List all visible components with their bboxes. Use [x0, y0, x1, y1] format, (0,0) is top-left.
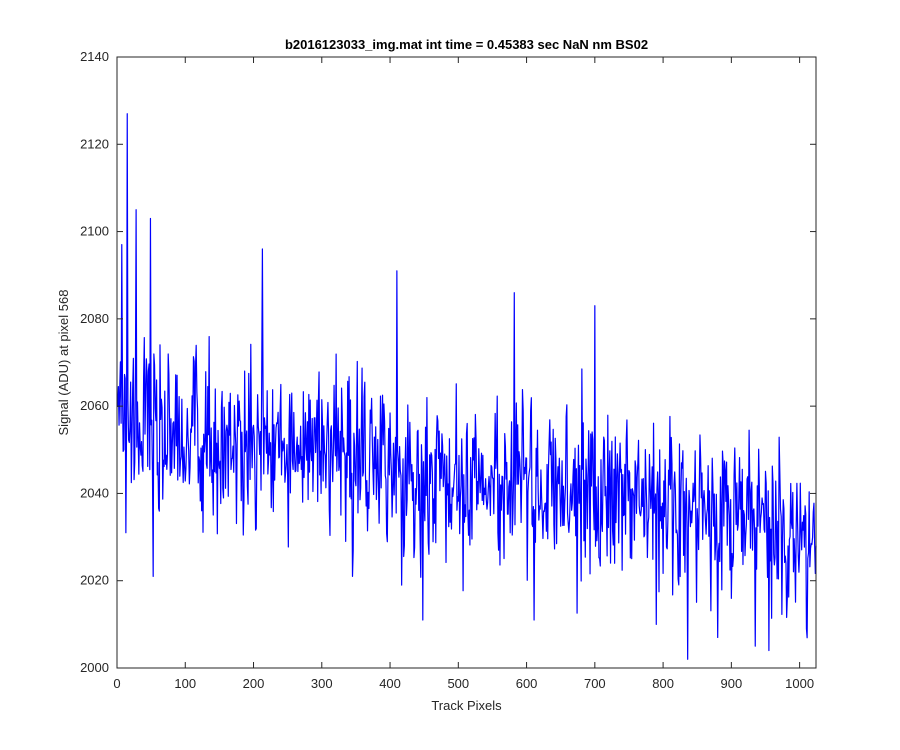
x-tick-label: 500	[447, 676, 469, 691]
x-tick-label: 0	[113, 676, 120, 691]
x-tick-label: 200	[243, 676, 265, 691]
y-tick-label: 2000	[80, 660, 109, 675]
x-tick-label: 1000	[785, 676, 814, 691]
y-tick-label: 2140	[80, 49, 109, 64]
x-axis: 0 100 200 300 400 500 600 700 800 900 1000	[113, 57, 814, 691]
plot-area	[117, 57, 816, 668]
y-tick-label: 2020	[80, 573, 109, 588]
x-tick-label: 100	[174, 676, 196, 691]
y-axis-label: Signal (ADU) at pixel 568	[56, 290, 71, 436]
x-tick-label: 800	[652, 676, 674, 691]
series-layer	[117, 113, 817, 660]
x-tick-label: 700	[584, 676, 606, 691]
chart-title: b2016123033_img.mat int time = 0.45383 s…	[285, 37, 648, 52]
x-tick-label: 300	[311, 676, 333, 691]
x-tick-label: 400	[379, 676, 401, 691]
y-tick-label: 2100	[80, 224, 109, 239]
x-tick-label: 900	[721, 676, 743, 691]
x-tick-label: 600	[516, 676, 538, 691]
signal-series-line	[117, 113, 817, 660]
y-tick-label: 2060	[80, 398, 109, 413]
plot-frame	[116, 56, 817, 669]
x-axis-label: Track Pixels	[431, 698, 502, 713]
y-tick-label: 2080	[80, 311, 109, 326]
y-tick-label: 2120	[80, 136, 109, 151]
y-tick-label: 2040	[80, 485, 109, 500]
y-axis: 2000 2020 2040 2060 2080 2100 2120 2140	[80, 49, 816, 675]
